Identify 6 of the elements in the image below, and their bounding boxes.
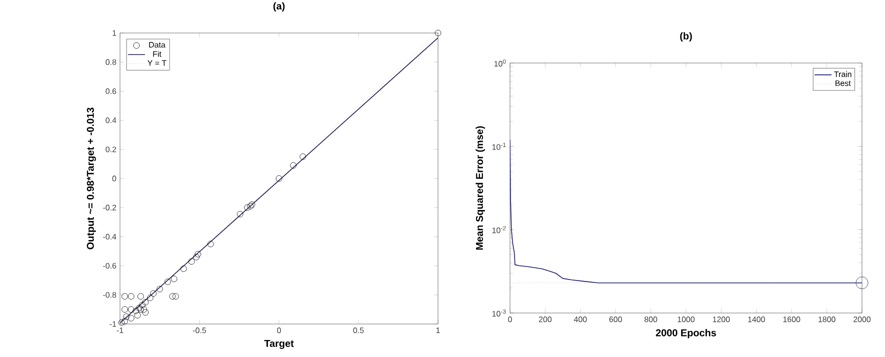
- y-axis-title: Output ~= 0.98*Target + -0.013: [86, 108, 96, 250]
- chart-title: (b): [680, 32, 692, 42]
- x-axis-title: 2000 Epochs: [656, 329, 716, 338]
- y-axis-title: Mean Squared Error (mse): [476, 126, 485, 250]
- chart-title: (a): [273, 2, 285, 12]
- x-axis-title: Target: [264, 340, 294, 349]
